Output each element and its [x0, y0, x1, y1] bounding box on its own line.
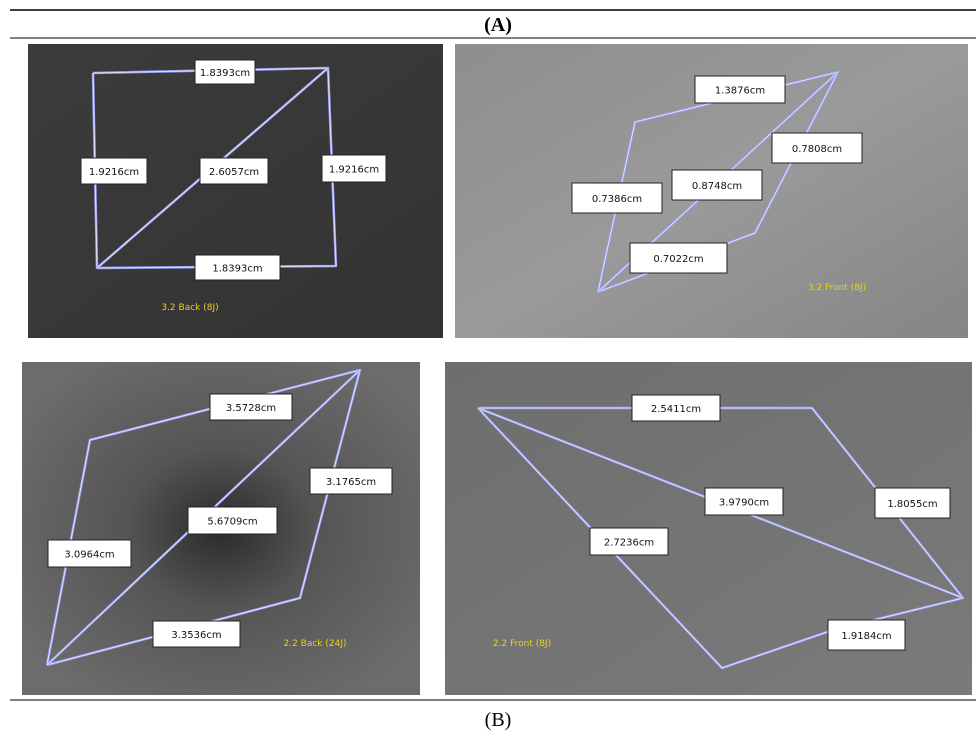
measurement-label: 0.7386cm	[592, 194, 642, 205]
measurement-label: 1.8393cm	[212, 264, 262, 275]
panel-heading: (B)	[485, 709, 512, 731]
measurement-line	[477, 407, 964, 669]
label-box	[194, 59, 256, 85]
measurement-label: 0.7022cm	[653, 254, 703, 265]
measurement-label: 0.8748cm	[692, 181, 742, 192]
label-box	[874, 487, 951, 519]
label-box	[187, 506, 278, 535]
image-panel	[28, 44, 443, 338]
label-box	[47, 539, 132, 568]
measurement-label: 3.9790cm	[719, 498, 769, 509]
label-box	[152, 620, 241, 648]
measurement-label: 1.9184cm	[841, 631, 891, 642]
label-box	[704, 487, 784, 516]
panel-caption: 3.2 Front (8J)	[808, 283, 866, 293]
measurement-label: 2.5411cm	[651, 404, 701, 415]
measurement-label: 1.9216cm	[89, 167, 139, 178]
label-box	[321, 154, 387, 183]
measurement-label: 3.1765cm	[326, 477, 376, 488]
label-box	[631, 394, 721, 422]
label-box	[199, 157, 269, 185]
measurement-label: 2.7236cm	[604, 538, 654, 549]
label-box	[194, 254, 281, 281]
panel-caption: 2.2 Back (24J)	[283, 639, 346, 649]
measurement-label: 3.0964cm	[64, 550, 114, 561]
panel-heading: (A)	[484, 14, 512, 36]
label-box	[80, 157, 148, 185]
label-box	[309, 467, 393, 495]
measurement-label: 2.6057cm	[209, 167, 259, 178]
label-box	[671, 169, 763, 201]
label-box	[694, 75, 786, 104]
label-box	[209, 393, 293, 421]
label-box	[827, 619, 906, 651]
label-box	[771, 132, 863, 164]
measurement-label: 1.8393cm	[200, 68, 250, 79]
measurement-label: 1.8055cm	[887, 499, 937, 510]
label-box	[571, 182, 663, 214]
measurement-label: 3.5728cm	[226, 403, 276, 414]
measurement-label: 5.6709cm	[207, 517, 257, 528]
measurement-label: 0.7808cm	[792, 144, 842, 155]
panel-caption: 3.2 Back (8J)	[161, 303, 218, 313]
measurement-label: 1.9216cm	[329, 165, 379, 176]
measurement-label: 1.3876cm	[715, 86, 765, 97]
label-box	[629, 242, 728, 274]
panel-caption: 2.2 Front (8J)	[493, 639, 551, 649]
measurement-label: 3.3536cm	[171, 630, 221, 641]
label-box	[589, 527, 669, 556]
